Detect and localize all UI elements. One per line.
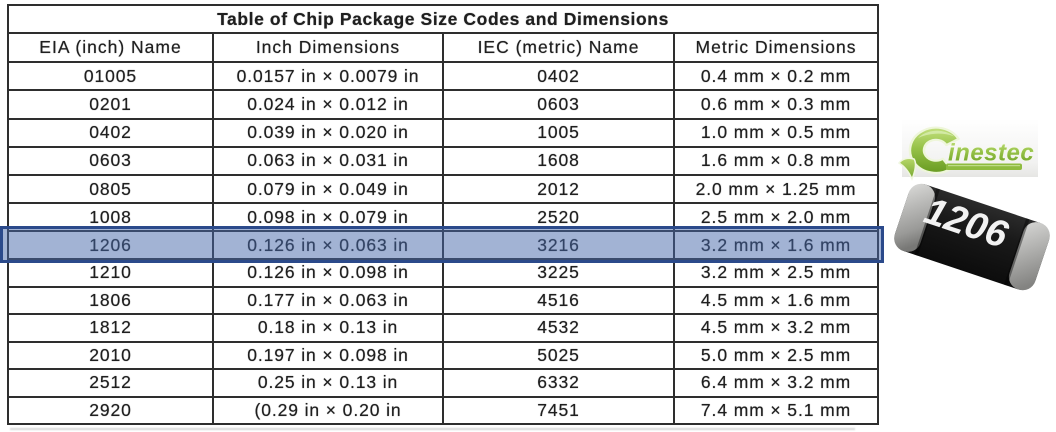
- svg-text:inestec: inestec: [948, 140, 1034, 167]
